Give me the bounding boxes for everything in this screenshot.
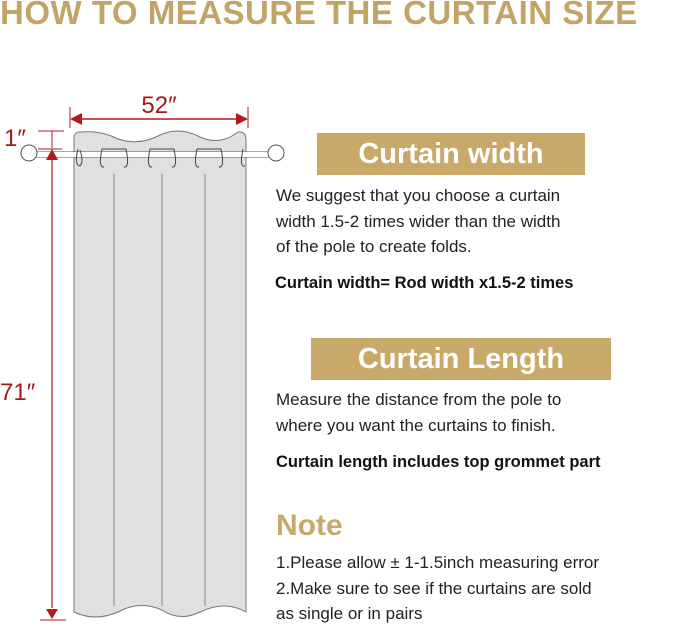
- note-item: 1.Please allow ± 1-1.5inch measuring err…: [276, 553, 600, 572]
- width-description: We suggest that you choose a curtain wid…: [276, 183, 560, 260]
- page-title: HOW TO MEASURE THE CURTAIN SIZE: [0, 0, 638, 31]
- width-formula: Curtain width= Rod width x1.5-2 times: [275, 274, 574, 292]
- dimension-lines: [38, 107, 249, 621]
- note-list: 1.Please allow ± 1-1.5inch measuring err…: [276, 550, 599, 627]
- note-item: as single or in pairs: [276, 604, 423, 623]
- curtain-length-heading: Curtain Length: [311, 338, 611, 380]
- curtain-rod: [20, 144, 285, 162]
- note-heading: Note: [276, 509, 343, 542]
- curtain-width-heading: Curtain width: [317, 133, 585, 175]
- text-line: where you want the curtains to finish.: [276, 415, 556, 435]
- height-dimension-label: 71″: [0, 379, 36, 406]
- text-line: of the pole to create folds.: [276, 237, 472, 256]
- top-dimension-label: 1″: [4, 125, 26, 152]
- length-description: Measure the distance from the pole to wh…: [276, 387, 561, 438]
- text-line: We suggest that you choose a curtain: [276, 186, 561, 205]
- note-item: 2.Make sure to see if the curtains are s…: [276, 578, 592, 598]
- curtain-diagram: 52″ 1″ 71″: [0, 92, 285, 621]
- text-line: Measure the distance from the pole to: [276, 390, 562, 409]
- length-formula: Curtain length includes top grommet part: [276, 453, 601, 471]
- curtain-panel: [73, 130, 247, 618]
- grommets: [75, 148, 246, 168]
- width-dimension-label: 52″: [141, 92, 177, 119]
- text-line: width 1.5-2 times wider than the width: [276, 211, 561, 231]
